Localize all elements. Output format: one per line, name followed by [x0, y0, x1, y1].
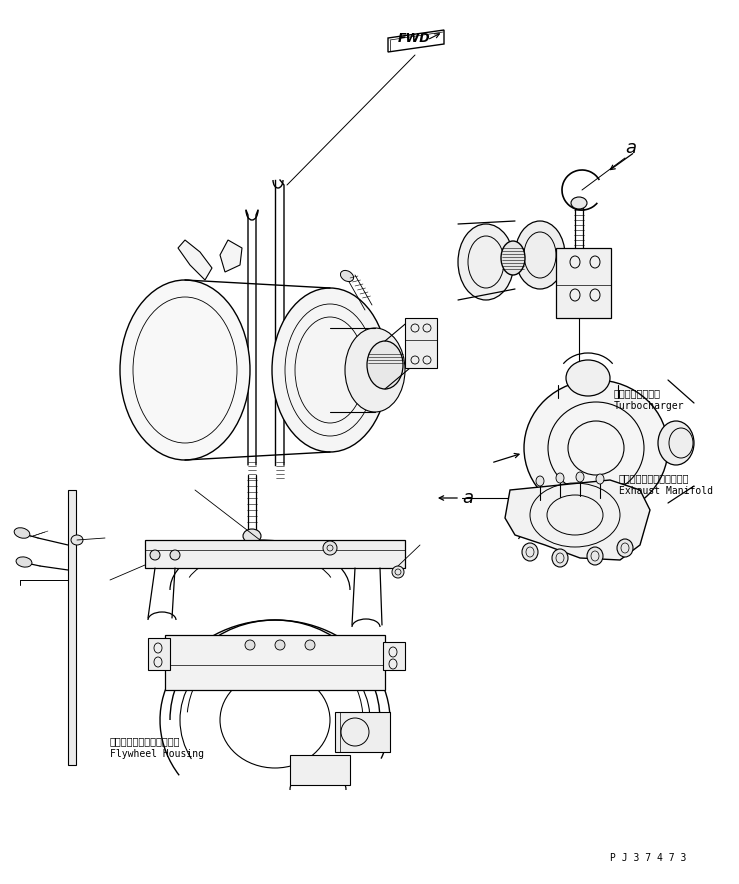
- Ellipse shape: [658, 421, 694, 465]
- Ellipse shape: [341, 271, 353, 282]
- Ellipse shape: [345, 328, 405, 412]
- Ellipse shape: [556, 473, 564, 483]
- Ellipse shape: [501, 241, 525, 275]
- Ellipse shape: [536, 476, 544, 486]
- Ellipse shape: [367, 341, 403, 389]
- Text: エキゾーストマニホールド: エキゾーストマニホールド: [619, 473, 689, 483]
- Ellipse shape: [323, 541, 337, 555]
- Ellipse shape: [515, 221, 565, 289]
- Ellipse shape: [243, 529, 261, 543]
- Bar: [148, 638, 170, 670]
- Ellipse shape: [576, 472, 584, 482]
- Ellipse shape: [305, 640, 315, 650]
- Bar: [145, 540, 405, 568]
- Polygon shape: [178, 240, 212, 280]
- Ellipse shape: [596, 474, 604, 484]
- Bar: [405, 318, 437, 368]
- Ellipse shape: [587, 547, 603, 565]
- Text: フライホイールハウジング: フライホイールハウジング: [110, 736, 180, 746]
- Text: a: a: [625, 139, 636, 157]
- Bar: [68, 490, 76, 765]
- Text: a: a: [462, 489, 473, 507]
- Ellipse shape: [120, 280, 250, 460]
- Ellipse shape: [552, 549, 568, 567]
- Ellipse shape: [245, 640, 255, 650]
- Polygon shape: [505, 480, 650, 560]
- Text: Turbocharger: Turbocharger: [614, 401, 684, 411]
- Text: Flywheel Housing: Flywheel Housing: [110, 749, 204, 759]
- Text: FWD: FWD: [398, 32, 430, 44]
- Ellipse shape: [170, 550, 180, 560]
- Ellipse shape: [571, 197, 587, 209]
- Bar: [335, 712, 390, 752]
- Polygon shape: [220, 240, 242, 272]
- Ellipse shape: [524, 380, 668, 516]
- Ellipse shape: [566, 360, 610, 396]
- Ellipse shape: [617, 539, 633, 557]
- Bar: [556, 248, 611, 318]
- Bar: [165, 635, 385, 690]
- Bar: [383, 642, 405, 670]
- Ellipse shape: [71, 535, 83, 545]
- Text: ターボチャージャ: ターボチャージャ: [614, 388, 661, 398]
- Text: P J 3 7 4 7 3: P J 3 7 4 7 3: [610, 853, 687, 863]
- Ellipse shape: [392, 566, 404, 578]
- Bar: [290, 755, 350, 785]
- Ellipse shape: [458, 224, 514, 300]
- Ellipse shape: [14, 528, 30, 538]
- Ellipse shape: [150, 550, 160, 560]
- Ellipse shape: [16, 557, 32, 568]
- Ellipse shape: [522, 543, 538, 561]
- Text: Exhaust Manifold: Exhaust Manifold: [619, 486, 713, 496]
- Ellipse shape: [272, 288, 388, 452]
- Ellipse shape: [275, 640, 285, 650]
